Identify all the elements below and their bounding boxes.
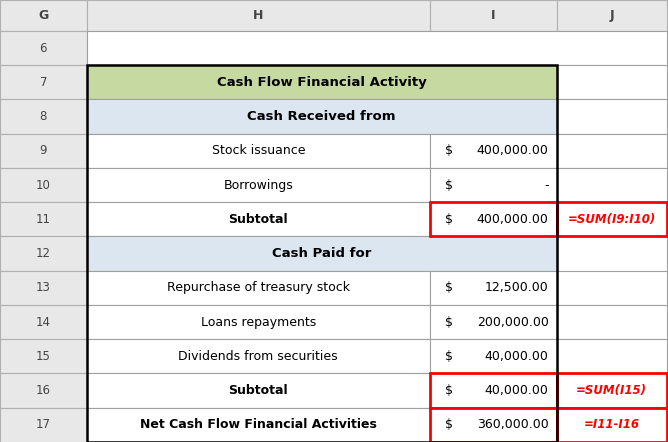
Text: 17: 17 <box>36 419 51 431</box>
Text: Stock issuance: Stock issuance <box>212 145 305 157</box>
Text: Borrowings: Borrowings <box>223 179 293 191</box>
Text: =SUM(I15): =SUM(I15) <box>576 384 647 397</box>
Text: 400,000.00: 400,000.00 <box>477 213 548 226</box>
Text: =I11-I16: =I11-I16 <box>584 419 639 431</box>
Bar <box>556 99 667 133</box>
Bar <box>0 0 87 31</box>
Text: Net Cash Flow Financial Activities: Net Cash Flow Financial Activities <box>140 419 377 431</box>
Text: Subtotal: Subtotal <box>228 384 288 397</box>
Text: 12,500.00: 12,500.00 <box>485 282 548 294</box>
Text: 15: 15 <box>36 350 51 363</box>
Bar <box>556 202 667 236</box>
Bar <box>556 373 667 408</box>
Text: =SUM(I9:I10): =SUM(I9:I10) <box>568 213 656 226</box>
Bar <box>0 133 87 168</box>
Bar <box>556 65 667 99</box>
Text: 360,000.00: 360,000.00 <box>477 419 548 431</box>
Text: $: $ <box>445 145 453 157</box>
Text: 40,000.00: 40,000.00 <box>485 384 548 397</box>
Text: 8: 8 <box>39 110 47 123</box>
Bar <box>87 339 430 373</box>
Bar <box>0 31 87 65</box>
Bar <box>556 305 667 339</box>
Text: J: J <box>609 9 614 22</box>
Text: 13: 13 <box>36 282 51 294</box>
Text: Repurchase of treasury stock: Repurchase of treasury stock <box>167 282 350 294</box>
Bar <box>87 65 556 442</box>
Bar <box>0 168 87 202</box>
Bar <box>0 202 87 236</box>
Bar <box>87 236 556 271</box>
Text: 9: 9 <box>39 145 47 157</box>
Bar <box>0 271 87 305</box>
Text: G: G <box>38 9 49 22</box>
Bar <box>0 339 87 373</box>
Text: 7: 7 <box>39 76 47 89</box>
Bar <box>430 202 556 236</box>
Bar <box>0 65 87 99</box>
Text: 14: 14 <box>36 316 51 328</box>
Bar <box>87 133 430 168</box>
Text: Cash Received from: Cash Received from <box>247 110 396 123</box>
Text: $: $ <box>445 384 453 397</box>
Bar <box>0 236 87 271</box>
Bar <box>87 31 667 65</box>
Text: $: $ <box>445 179 453 191</box>
Text: Dividends from securities: Dividends from securities <box>178 350 338 363</box>
Text: Cash Paid for: Cash Paid for <box>272 247 371 260</box>
Bar <box>430 168 556 202</box>
Bar <box>556 408 667 442</box>
Text: 10: 10 <box>36 179 51 191</box>
Bar <box>556 168 667 202</box>
Text: -: - <box>544 179 548 191</box>
Text: $: $ <box>445 213 453 226</box>
Bar <box>0 408 87 442</box>
Bar <box>556 0 667 31</box>
Bar <box>87 202 430 236</box>
Text: 200,000.00: 200,000.00 <box>477 316 548 328</box>
Text: 6: 6 <box>39 42 47 54</box>
Bar <box>556 271 667 305</box>
Bar <box>0 373 87 408</box>
Text: 40,000.00: 40,000.00 <box>485 350 548 363</box>
Bar <box>87 65 556 99</box>
Bar <box>430 133 556 168</box>
Bar <box>87 271 430 305</box>
Bar <box>87 373 430 408</box>
Text: 11: 11 <box>36 213 51 226</box>
Bar <box>430 305 556 339</box>
Text: I: I <box>491 9 496 22</box>
Bar <box>430 0 556 31</box>
Text: $: $ <box>445 350 453 363</box>
Bar <box>430 373 556 408</box>
Bar <box>87 168 430 202</box>
Text: Loans repayments: Loans repayments <box>200 316 316 328</box>
Bar <box>87 408 430 442</box>
Bar <box>556 339 667 373</box>
Text: Cash Flow Financial Activity: Cash Flow Financial Activity <box>216 76 426 89</box>
Bar <box>430 339 556 373</box>
Text: H: H <box>253 9 263 22</box>
Text: $: $ <box>445 282 453 294</box>
Bar <box>556 236 667 271</box>
Text: $: $ <box>445 316 453 328</box>
Bar <box>87 0 430 31</box>
Bar <box>430 271 556 305</box>
Bar <box>556 133 667 168</box>
Bar <box>87 99 556 133</box>
Bar <box>87 305 430 339</box>
Bar <box>0 305 87 339</box>
Text: 12: 12 <box>36 247 51 260</box>
Bar <box>0 0 87 31</box>
Text: 16: 16 <box>36 384 51 397</box>
Bar <box>430 408 556 442</box>
Text: $: $ <box>445 419 453 431</box>
Text: 400,000.00: 400,000.00 <box>477 145 548 157</box>
Text: Subtotal: Subtotal <box>228 213 288 226</box>
Bar <box>0 99 87 133</box>
